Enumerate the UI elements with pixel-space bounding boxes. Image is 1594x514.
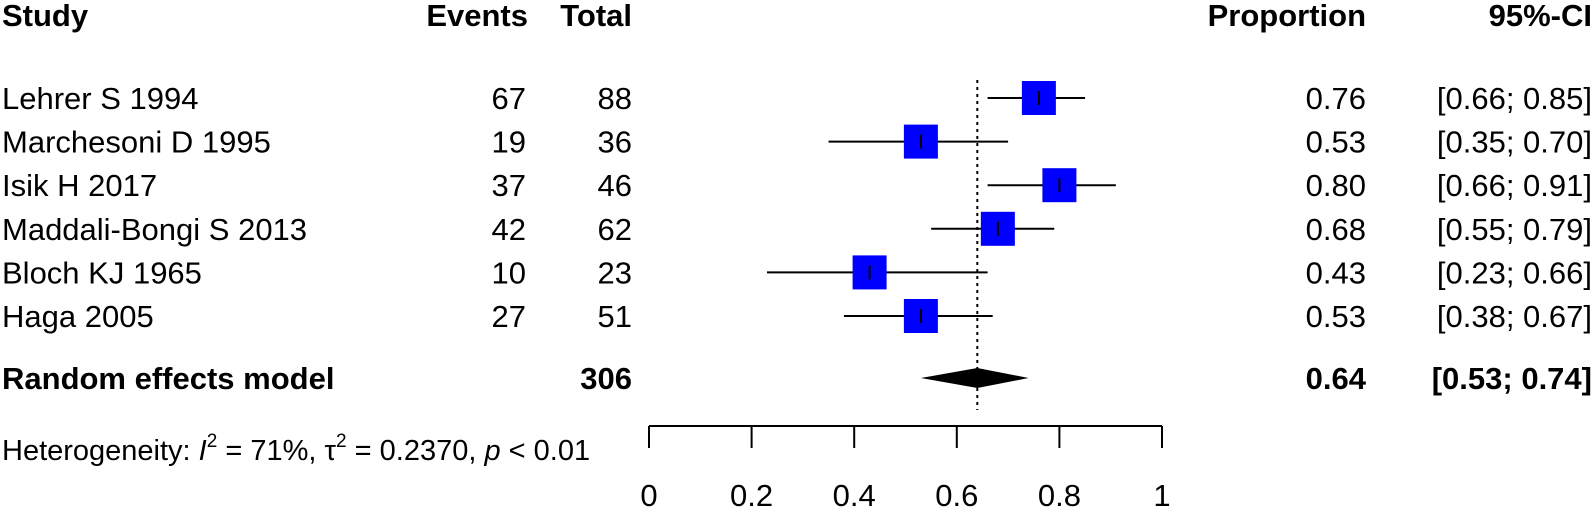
study-total: 36 bbox=[598, 125, 632, 160]
study-events: 27 bbox=[492, 299, 526, 334]
study-marks bbox=[766, 81, 1116, 333]
pooled-total: 306 bbox=[580, 361, 632, 396]
i2-superscript: 2 bbox=[207, 431, 218, 452]
pooled-label: Random effects model bbox=[2, 361, 334, 396]
study-total: 46 bbox=[598, 168, 632, 203]
header-total: Total bbox=[560, 0, 632, 33]
p-symbol: p bbox=[483, 435, 500, 467]
i2-value: = 71%, bbox=[217, 435, 324, 467]
header-ci: 95%-CI bbox=[1489, 0, 1592, 33]
study-events: 10 bbox=[492, 255, 526, 290]
study-events: 67 bbox=[492, 81, 526, 116]
x-axis: 0 0.2 0.4 0.6 0.8 1 bbox=[640, 425, 1171, 513]
study-total: 51 bbox=[598, 299, 632, 334]
study-rows: Lehrer S 1994 67 88 0.76 [0.66; 0.85] Marches… bbox=[2, 81, 1592, 334]
study-proportion: 0.80 bbox=[1306, 168, 1366, 203]
study-proportion: 0.76 bbox=[1306, 81, 1366, 116]
tau-superscript: 2 bbox=[336, 431, 347, 452]
pooled-diamond bbox=[920, 368, 1029, 388]
x-tick-label: 0 bbox=[640, 478, 657, 513]
study-ci: [0.66; 0.85] bbox=[1437, 81, 1592, 116]
x-tick-label: 0.2 bbox=[730, 478, 773, 513]
study-name: Maddali-Bongi S 2013 bbox=[2, 212, 307, 247]
study-events: 19 bbox=[492, 125, 526, 160]
study-proportion: 0.68 bbox=[1306, 212, 1366, 247]
pooled-proportion: 0.64 bbox=[1306, 361, 1367, 396]
x-tick-label: 0.8 bbox=[1038, 478, 1081, 513]
tau-symbol: τ bbox=[325, 435, 337, 467]
heterogeneity-prefix: Heterogeneity: bbox=[2, 435, 199, 467]
header-study: Study bbox=[2, 0, 89, 33]
study-name: Lehrer S 1994 bbox=[2, 81, 198, 116]
study-name: Marchesoni D 1995 bbox=[2, 125, 271, 160]
study-name: Haga 2005 bbox=[2, 299, 154, 334]
study-name: Bloch KJ 1965 bbox=[2, 255, 202, 290]
header-events: Events bbox=[426, 0, 528, 33]
study-ci: [0.23; 0.66] bbox=[1437, 255, 1592, 290]
i2-symbol: I bbox=[199, 435, 207, 467]
study-total: 62 bbox=[598, 212, 632, 247]
x-tick-label: 0.6 bbox=[935, 478, 978, 513]
study-total: 88 bbox=[598, 81, 632, 116]
study-proportion: 0.53 bbox=[1306, 299, 1366, 334]
study-events: 42 bbox=[492, 212, 526, 247]
study-ci: [0.55; 0.79] bbox=[1437, 212, 1592, 247]
study-proportion: 0.53 bbox=[1306, 125, 1366, 160]
heterogeneity-text: Heterogeneity: I2 = 71%, τ2 = 0.2370, p … bbox=[2, 431, 590, 467]
study-name: Isik H 2017 bbox=[2, 168, 157, 203]
p-value: < 0.01 bbox=[501, 435, 591, 467]
tau-value: = 0.2370, bbox=[347, 435, 485, 467]
header-proportion: Proportion bbox=[1208, 0, 1366, 33]
x-tick-label: 0.4 bbox=[833, 478, 876, 513]
study-ci: [0.38; 0.67] bbox=[1437, 299, 1592, 334]
pooled-ci: [0.53; 0.74] bbox=[1432, 361, 1592, 396]
x-tick-label: 1 bbox=[1153, 478, 1170, 513]
study-total: 23 bbox=[598, 255, 632, 290]
study-events: 37 bbox=[492, 168, 526, 203]
study-ci: [0.35; 0.70] bbox=[1437, 125, 1592, 160]
study-ci: [0.66; 0.91] bbox=[1437, 168, 1592, 203]
study-proportion: 0.43 bbox=[1306, 255, 1366, 290]
